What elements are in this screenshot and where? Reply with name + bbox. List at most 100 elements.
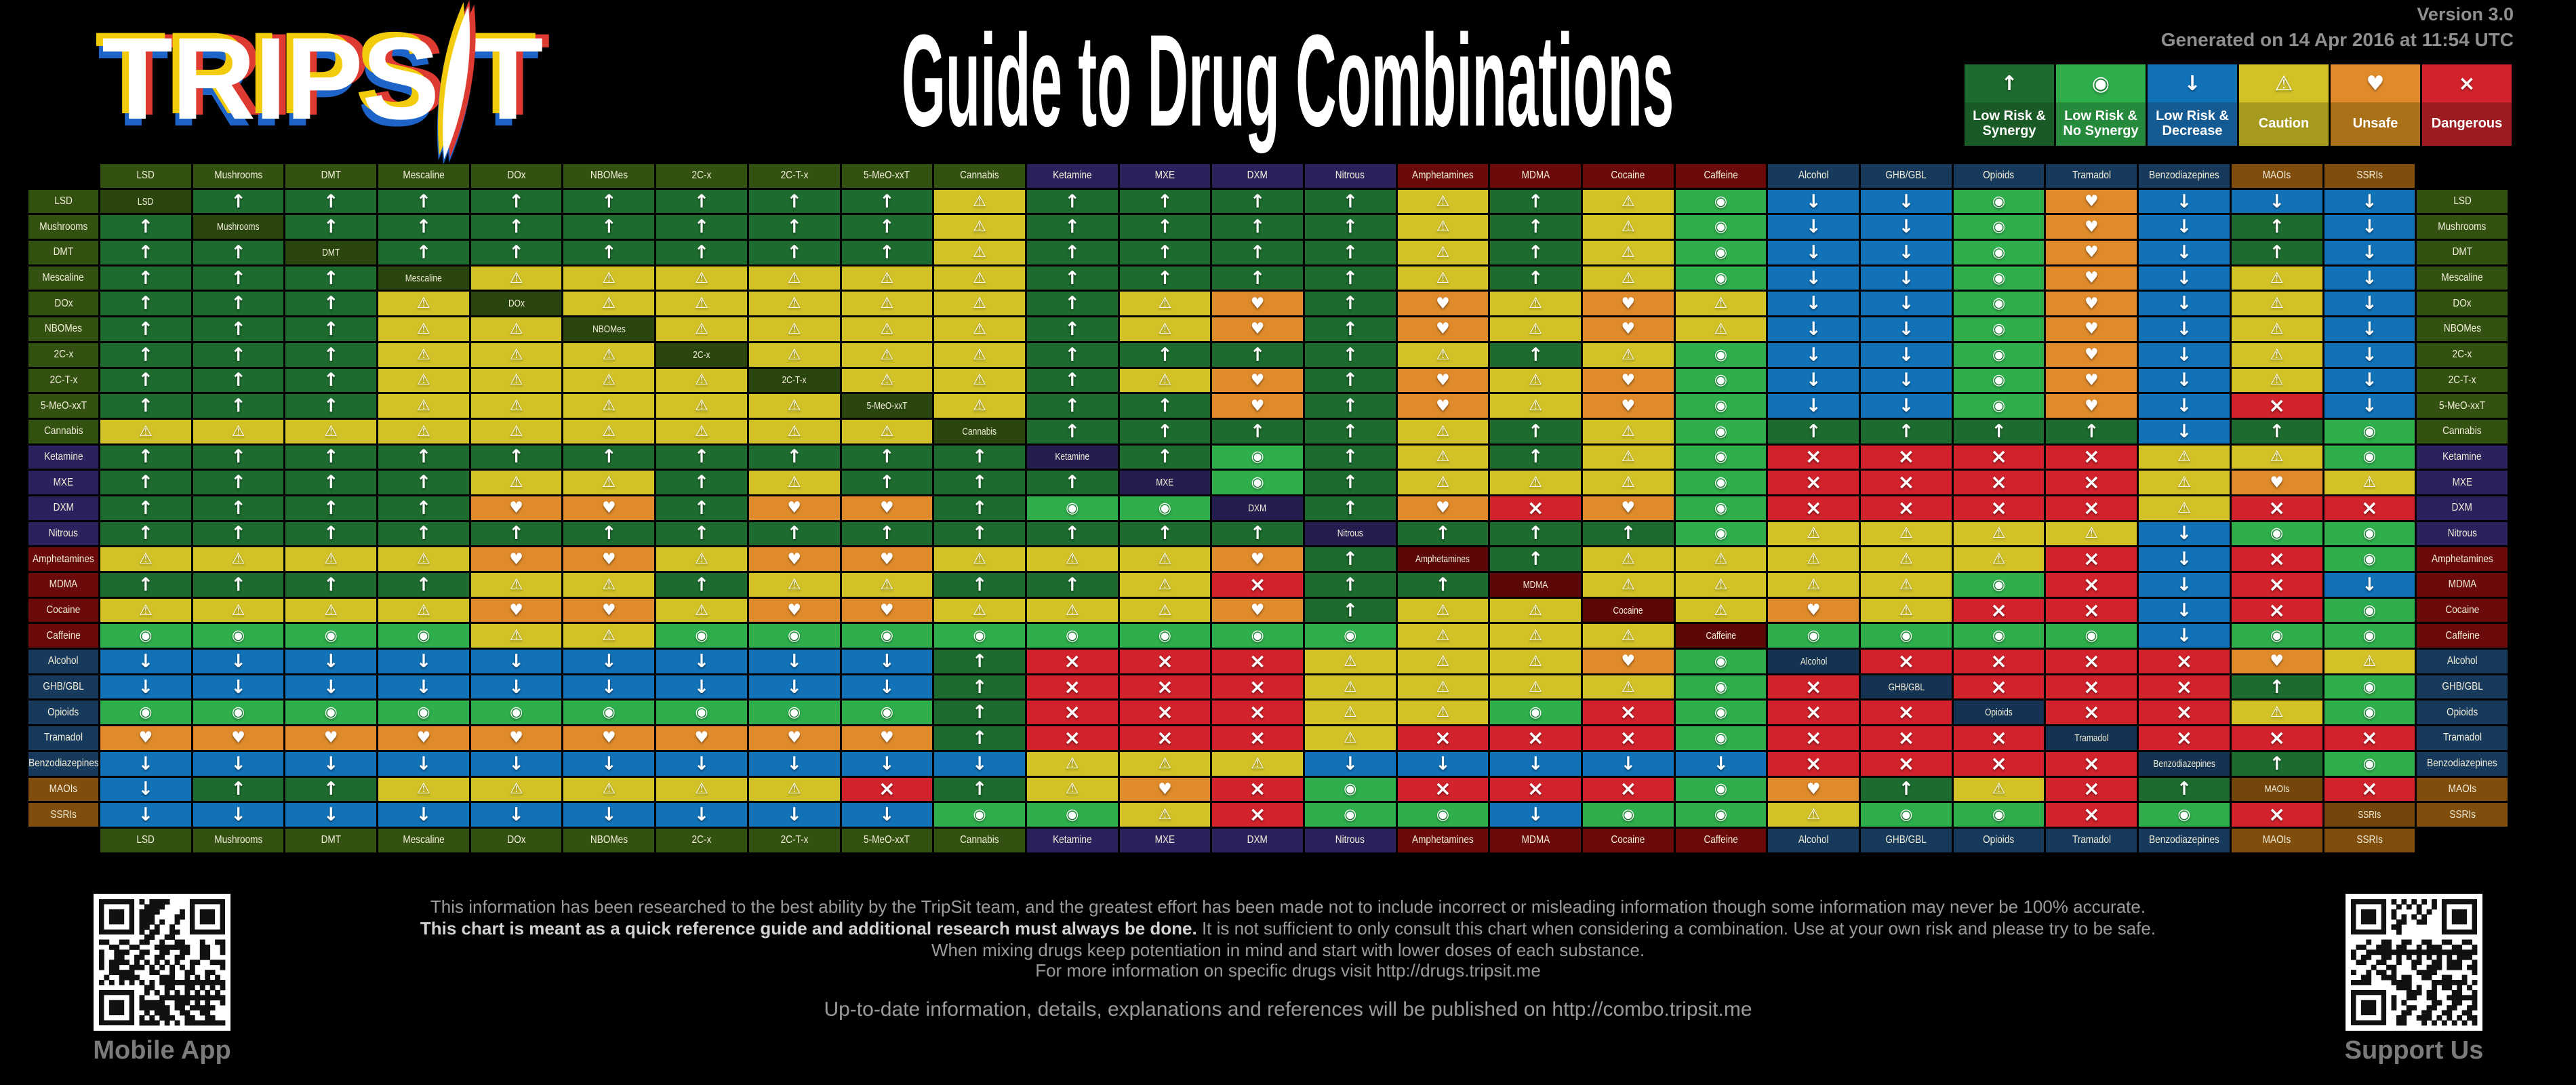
legend-label: Low Risk & No Synergy	[2056, 102, 2146, 146]
matrix-cell: ↑	[1490, 342, 1581, 367]
matrix-cell: ⚠	[748, 777, 840, 802]
caution-icon: ⚠	[1807, 806, 1821, 824]
unsafe-icon: ♥	[601, 601, 616, 620]
matrix-cell: ×	[2231, 547, 2322, 571]
low-risk-synergy-icon: ↑	[1620, 523, 1636, 545]
matrix-cell: ↓	[1768, 342, 1859, 367]
low-risk-synergy-icon: ↑	[1342, 241, 1359, 263]
unsafe-icon: ♥	[509, 601, 523, 620]
dangerous-icon: ×	[1990, 650, 2008, 673]
matrix-cell: ↑	[1304, 471, 1396, 494]
matrix-cell: ↓	[563, 751, 655, 776]
caution-icon: ⚠	[602, 269, 616, 287]
row-header-label: Mushrooms	[39, 220, 88, 233]
matrix-cell: ⚠	[1026, 547, 1118, 571]
low-risk-synergy-icon: ↑	[1527, 344, 1544, 366]
dangerous-icon: ×	[2082, 675, 2100, 699]
matrix-cell: ♥	[748, 496, 840, 520]
matrix-cell: ⚠	[934, 317, 1025, 341]
matrix-cell: ↑	[656, 496, 747, 520]
matrix-cell: ×	[1768, 675, 1859, 699]
matrix-cell: ↑	[656, 241, 747, 264]
low-risk-no-synergy-icon: ◉	[1992, 627, 2006, 645]
caution-icon: ⚠	[1343, 652, 1357, 670]
matrix-cell: ↑	[285, 496, 377, 520]
low-risk-no-synergy-icon: ◉	[1622, 806, 1635, 824]
matrix-cell: ◉	[1675, 241, 1767, 264]
matrix-cell: ⚠	[841, 368, 933, 393]
low-risk-decrease-icon: ↓	[2176, 293, 2192, 315]
low-risk-no-synergy-icon: ◉	[231, 627, 245, 645]
matrix-cell: ↑	[1304, 445, 1396, 469]
unsafe-icon: ♥	[787, 601, 801, 620]
low-risk-decrease-icon: ↓	[138, 778, 154, 800]
matrix-cell: ↑	[1119, 521, 1211, 546]
unsafe-icon: ♥	[880, 729, 894, 747]
low-risk-synergy-icon: ↑	[230, 241, 246, 263]
legend-s-icon: ↑	[1965, 64, 2054, 102]
page-title: Guide to Drug Combinations	[902, 7, 1674, 154]
low-risk-no-synergy-icon: ◉	[1714, 269, 1728, 287]
matrix-cell: ×	[1119, 701, 1211, 725]
matrix-cell: ◉	[1026, 624, 1118, 648]
low-risk-synergy-icon: ↑	[416, 446, 432, 468]
row-header-right: MAOIs	[2417, 777, 2508, 802]
column-header-label: Mescaline	[403, 170, 445, 182]
low-risk-decrease-icon: ↓	[1805, 318, 1822, 340]
column-header-bottom: 2C-x	[656, 828, 747, 852]
dangerous-icon: ×	[1156, 675, 1173, 699]
matrix-cell: ↑	[1026, 521, 1118, 546]
column-header-bottom: DMT	[285, 828, 377, 852]
matrix-cell: ↑	[934, 675, 1025, 699]
matrix-cell: ↓	[2139, 266, 2230, 290]
low-risk-decrease-icon: ↓	[1898, 395, 1914, 417]
low-risk-synergy-icon: ↑	[786, 191, 802, 212]
caution-icon: ⚠	[1343, 729, 1357, 747]
row-header-label: 2C-T-x	[49, 374, 77, 386]
unsafe-icon: ♥	[2270, 473, 2284, 492]
matrix-cell: ↑	[656, 471, 747, 494]
qr-label-mobile-app: Mobile App	[93, 1036, 231, 1065]
matrix-cell: ↑	[1583, 521, 1674, 546]
matrix-cell: ↓	[2139, 317, 2230, 341]
unsafe-icon: ♥	[138, 729, 153, 747]
self-cell: Alcohol	[1768, 650, 1859, 673]
low-risk-decrease-icon: ↓	[230, 804, 246, 826]
matrix-cell: ×	[1768, 751, 1859, 776]
matrix-cell: ⚠	[1397, 342, 1489, 367]
dangerous-icon: ×	[1156, 726, 1173, 750]
matrix-cell: ⚠	[656, 419, 747, 443]
matrix-cell: ↓	[1583, 751, 1674, 776]
matrix-cell: ↓	[2139, 189, 2230, 214]
matrix-cell: ↑	[285, 189, 377, 214]
matrix-cell: ↑	[378, 445, 469, 469]
row-header-right: LSD	[2417, 189, 2508, 214]
matrix-cell: ⚠	[470, 368, 562, 393]
column-header: 2C-x	[656, 164, 747, 188]
self-cell-label: Tramadol	[2074, 732, 2109, 744]
column-header-bottom: Mushrooms	[193, 828, 284, 852]
low-risk-no-synergy-icon: ◉	[1714, 704, 1728, 722]
matrix-cell: ♥	[1212, 368, 1303, 393]
row-header: Tramadol	[28, 726, 98, 750]
column-header-bottom-label: Alcohol	[1798, 834, 1829, 846]
low-risk-no-synergy-icon: ◉	[1992, 397, 2006, 415]
unsafe-icon: ♥	[2084, 397, 2099, 415]
low-risk-synergy-icon: ↑	[1527, 241, 1544, 263]
matrix-cell: ⚠	[2046, 521, 2137, 546]
matrix-cell: ↑	[100, 445, 191, 469]
column-header-bottom-label: DMT	[321, 834, 341, 846]
low-risk-synergy-icon: ↑	[1249, 241, 1266, 263]
caution-icon: ⚠	[787, 320, 801, 338]
column-header-label: Cannabis	[960, 170, 999, 182]
matrix-cell: ↑	[1119, 394, 1211, 418]
low-risk-synergy-icon: ↑	[1342, 216, 1359, 238]
dangerous-icon: ×	[2268, 726, 2286, 750]
matrix-cell: ↑	[1026, 241, 1118, 264]
caution-icon: ⚠	[787, 346, 801, 363]
caution-icon: ⚠	[2362, 652, 2377, 670]
low-risk-synergy-icon: ↑	[971, 650, 988, 672]
matrix-cell: ◉	[1490, 701, 1581, 725]
matrix-cell: ↑	[1304, 241, 1396, 264]
column-header-label: MAOIs	[2262, 170, 2291, 182]
